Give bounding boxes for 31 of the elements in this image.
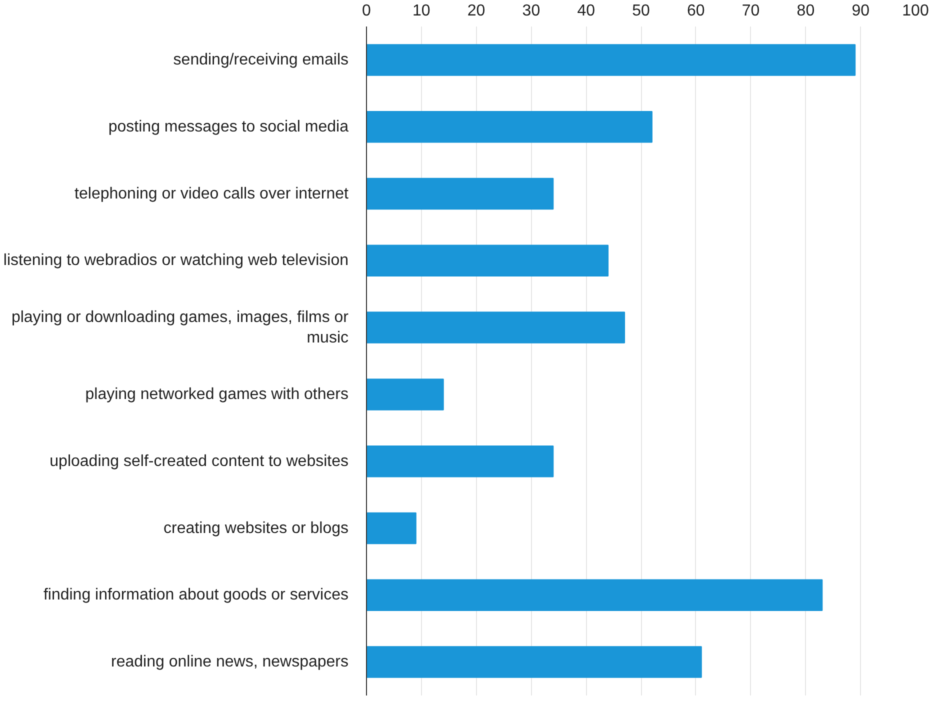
- y-tick-label: playing networked games with others: [85, 386, 348, 403]
- x-tick-label: 30: [522, 2, 540, 20]
- x-tick-label: 80: [796, 2, 815, 20]
- x-tick-label: 40: [577, 2, 596, 20]
- x-tick-label: 60: [687, 2, 705, 20]
- bar: [366, 44, 856, 76]
- x-tick-label: 100: [902, 2, 929, 20]
- bar: [366, 244, 609, 277]
- bar: [366, 646, 702, 678]
- bar: [366, 512, 416, 544]
- y-tick-label: posting messages to social media: [108, 118, 349, 136]
- x-tick-label: 20: [467, 2, 486, 20]
- x-tick-label: 0: [362, 2, 372, 20]
- bar: [366, 110, 652, 143]
- y-tick-label: telephoning or video calls over internet: [74, 185, 350, 202]
- y-tick-label: finding information about goods or services: [43, 586, 348, 604]
- y-tick-label: reading online news, newspapers: [111, 654, 348, 671]
- x-tick-label: 90: [852, 2, 870, 20]
- bar: [366, 579, 823, 612]
- bar: [366, 445, 554, 478]
- y-tick-label: sending/receiving emails: [173, 51, 348, 68]
- x-tick-label: 70: [742, 2, 760, 20]
- bar: [366, 312, 626, 344]
- y-tick-label: uploading self-created content to websites: [50, 452, 349, 470]
- y-tick-label: listening to webradios or watching web television: [3, 252, 348, 270]
- bar: [366, 378, 444, 410]
- x-tick-label: 50: [632, 2, 650, 20]
- x-tick-label: 10: [412, 2, 430, 20]
- bar: [366, 178, 554, 210]
- y-tick-label: creating websites or blogs: [164, 520, 348, 537]
- y-tick-label: playing or downloading games, images, films or music: [11, 308, 350, 346]
